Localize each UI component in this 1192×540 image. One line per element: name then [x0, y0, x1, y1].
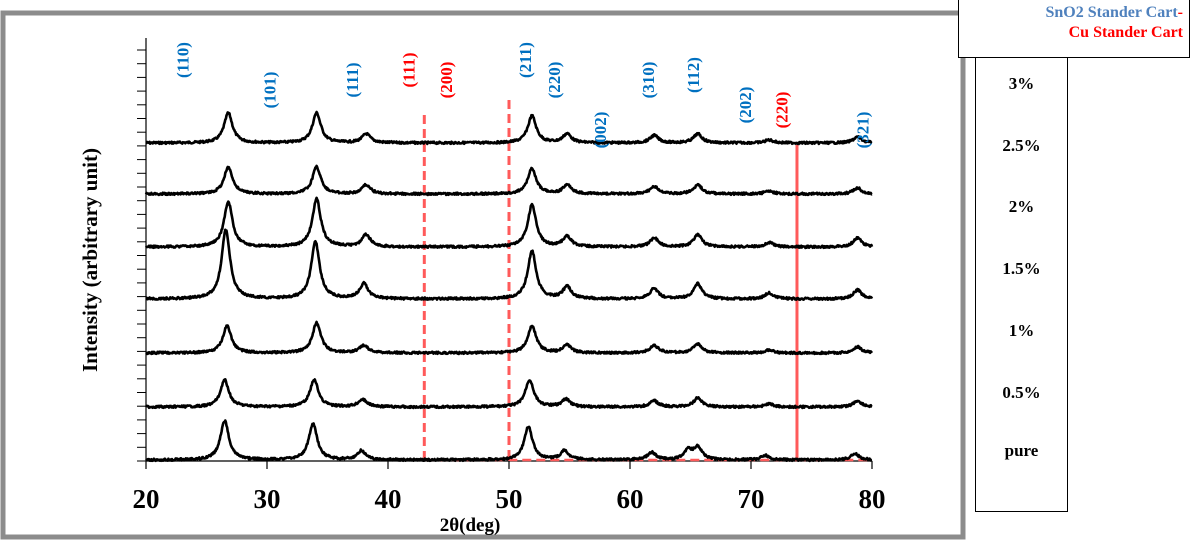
series-line-1pct	[145, 320, 874, 356]
x-tick-label: 70	[738, 484, 765, 514]
series-group	[144, 110, 874, 463]
peak-annotation: (002)	[591, 112, 610, 149]
peak-annotation: (101)	[261, 72, 280, 109]
x-tick-label: 20	[133, 484, 160, 514]
series-line-3pct	[145, 110, 873, 146]
legend-cu-label: Cu Stander Cart	[1068, 24, 1183, 41]
sample-label-2-5: 2.5%	[1002, 136, 1041, 155]
peak-annotation: (211)	[516, 42, 535, 78]
sample-label-pure: pure	[1004, 441, 1039, 460]
sample-label-0-5: 0.5%	[1002, 383, 1041, 402]
peak-annotation: (112)	[684, 57, 703, 93]
x-axis-ticks: 20 30 40 50 60 70 80	[133, 461, 886, 514]
y-axis-label: Intensity (arbitrary unit)	[78, 148, 102, 372]
x-tick-label: 40	[375, 484, 402, 514]
peak-annotation: (220)	[772, 92, 791, 129]
sample-label-box: 3% 2.5% 2% 1.5% 1% 0.5% pure	[975, 58, 1068, 512]
x-tick-label: 80	[859, 484, 886, 514]
chart-outer-frame	[0, 10, 966, 540]
peak-annotation: (220)	[545, 62, 564, 99]
series-line-0-5pct	[144, 378, 873, 410]
x-axis-label: 2θ(deg)	[440, 515, 501, 536]
legend-sno2-label: SnO2 Stander Cart	[1045, 4, 1178, 21]
y-axis-ticks	[137, 49, 146, 462]
xrd-chart: 20 30 40 50 60 70 80 (110) (101) (111) (111) (200)…	[0, 10, 966, 540]
sample-label-2: 2%	[1008, 197, 1035, 216]
peak-annotation: (310)	[639, 62, 658, 99]
series-line-1-5pct	[145, 228, 874, 302]
peak-annotations: (110) (101) (111) (111) (200) (211) (220) (002)…	[173, 42, 872, 148]
sample-label-1: 1%	[1008, 321, 1035, 340]
peak-annotation: (110)	[173, 42, 192, 78]
peak-annotation: (321)	[853, 112, 872, 149]
peak-annotation: (111)	[400, 53, 419, 88]
legend-box: SnO2 Stander Cart- Cu Stander Cart	[958, 0, 1190, 58]
series-line-pure	[145, 419, 873, 463]
peak-annotation: (200)	[437, 62, 456, 99]
sample-label-1-5: 1.5%	[1002, 259, 1041, 278]
peak-annotation: (111)	[343, 63, 362, 98]
legend-cu: Cu Stander Cart	[959, 23, 1183, 43]
x-tick-label: 30	[254, 484, 281, 514]
x-tick-label: 50	[496, 484, 523, 514]
legend-sno2: SnO2 Stander Cart-	[959, 3, 1184, 23]
peak-annotation: (202)	[736, 87, 755, 124]
series-line-2-5pct	[144, 164, 873, 197]
legend-dash: -	[1177, 4, 1183, 21]
sample-label-3: 3%	[1008, 74, 1035, 93]
series-line-2pct	[144, 196, 874, 250]
x-tick-label: 60	[617, 484, 644, 514]
